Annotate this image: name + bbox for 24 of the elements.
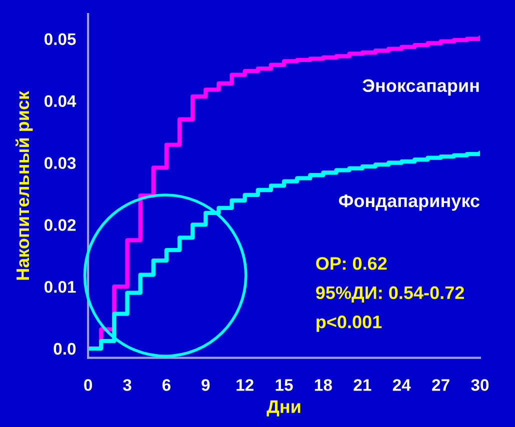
x-tick-label: 0 [84,379,92,391]
series-label: Эноксапарин [362,79,479,96]
x-tick-label: 3 [123,379,132,391]
x-axis-title: Дни [266,400,300,416]
x-tick-label: 15 [276,379,293,391]
y-tick-label: 0.04 [44,95,76,107]
x-tick-label: 18 [314,379,332,391]
annotation: 95%ДИ: 0.54-0.72 [316,286,464,302]
x-tick-label: 24 [392,379,411,391]
y-tick-label: 0.02 [44,219,76,231]
x-tick-label: 30 [471,379,489,391]
annotation: ОР: 0.62 [316,257,387,270]
x-tick-label: 21 [354,379,372,391]
y-tick-label: 0.01 [44,281,76,293]
annotation: p<0.001 [316,316,382,332]
series-label: Фондапаринукс [338,194,480,211]
y-tick-label: 0.05 [44,33,76,46]
x-tick-label: 27 [432,379,450,391]
x-tick-label: 12 [236,379,254,391]
y-axis-title: Накопительный риск [16,90,33,280]
x-tick-label: 9 [202,379,210,391]
x-tick-label: 6 [162,379,170,391]
y-tick-label: 0.0 [54,342,76,355]
y-tick-label: 0.03 [44,157,76,169]
